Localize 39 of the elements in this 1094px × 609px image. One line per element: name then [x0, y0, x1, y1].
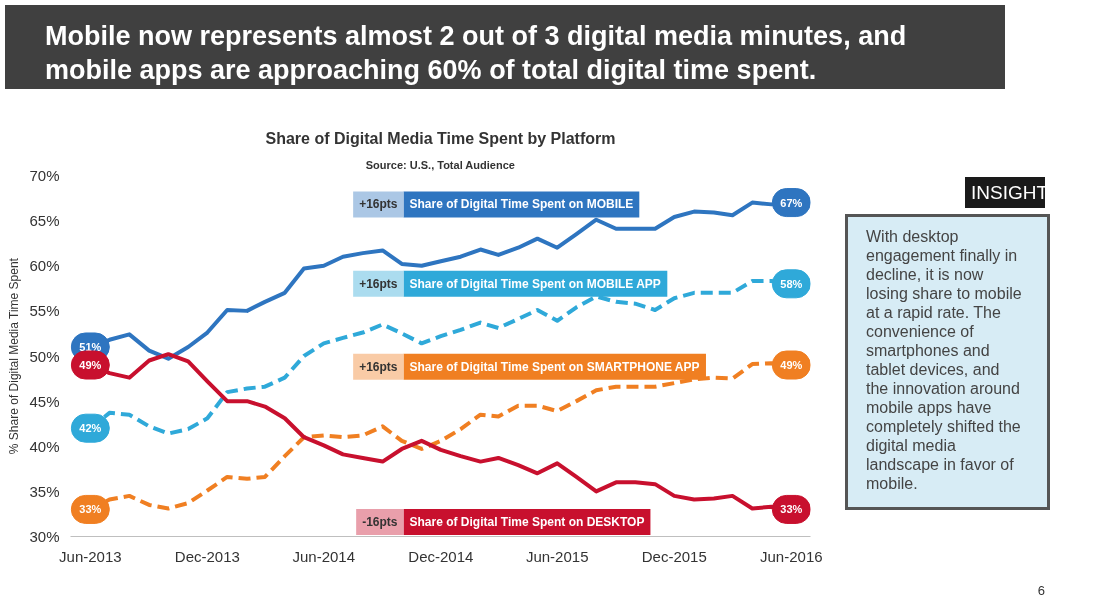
- annotation: +16pts: [359, 359, 398, 374]
- data-label: 51%: [79, 340, 102, 353]
- chart-subtitle: Share of Digital Media Time Spent by Platform: [265, 129, 616, 147]
- x-tick-label: Dec-2015: [641, 547, 707, 565]
- series-label: Share of Digital Time Spent on MOBILE: [409, 197, 634, 212]
- y-tick-label: 50%: [29, 347, 60, 365]
- series-label: Share of Digital Time Spent on MOBILE APP: [409, 276, 661, 291]
- y-tick-label: 65%: [29, 212, 60, 230]
- y-tick-label: 30%: [29, 528, 60, 545]
- x-tick-label: Dec-2013: [174, 547, 240, 565]
- text: 6: [1036, 582, 1045, 600]
- series-label: Share of Digital Time Spent on SMARTPHONE APP: [409, 359, 700, 374]
- x-tick-label: Jun-2013: [59, 547, 122, 565]
- data-label: 49%: [780, 359, 803, 372]
- data-label: 58%: [780, 277, 803, 290]
- text: Share of Digital Time Spent on DESKTOP: [409, 515, 645, 530]
- data-label: 33%: [780, 503, 803, 516]
- chart-title: Mobile now represents almost 2 out of 3 digital media minutes, and mobile apps are approaching 60% of total digital time spent.: [5, 5, 1005, 89]
- y-tick-label: 35%: [29, 482, 60, 500]
- x-tick-label: Jun-2015: [525, 547, 589, 565]
- data-label: 33%: [79, 503, 102, 516]
- data-label: 67%: [780, 196, 803, 209]
- data-label: 42%: [79, 422, 102, 435]
- y-axis-title: % Share of Digital Media Time Spent: [7, 257, 22, 455]
- y-tick-label: 40%: [29, 437, 60, 455]
- text: INSIGHT: [970, 181, 1049, 205]
- x-tick-label: Jun-2016: [760, 547, 823, 565]
- text: With desktop engagement finally in decline, it is now losing share to mobile at a rapid rate. The convenience of smartphones and tablet devices, and the innovation around mobile apps have completely shifted the digital media landscape in favor of mobile.: [866, 228, 1022, 493]
- x-tick-label: Dec-2014: [408, 547, 474, 565]
- x-tick-label: Jun-2014: [292, 547, 356, 565]
- y-tick-label: 45%: [29, 392, 60, 410]
- source-note: Source: U.S., Total Audience: [365, 158, 515, 171]
- annotation: -16pts: [362, 515, 398, 530]
- y-tick-label: 60%: [29, 257, 60, 275]
- annotation: +16pts: [359, 276, 398, 291]
- annotation: +16pts: [359, 197, 398, 212]
- data-label: 49%: [79, 359, 102, 372]
- y-tick-label: 55%: [29, 302, 60, 320]
- y-tick-label: 70%: [29, 167, 60, 184]
